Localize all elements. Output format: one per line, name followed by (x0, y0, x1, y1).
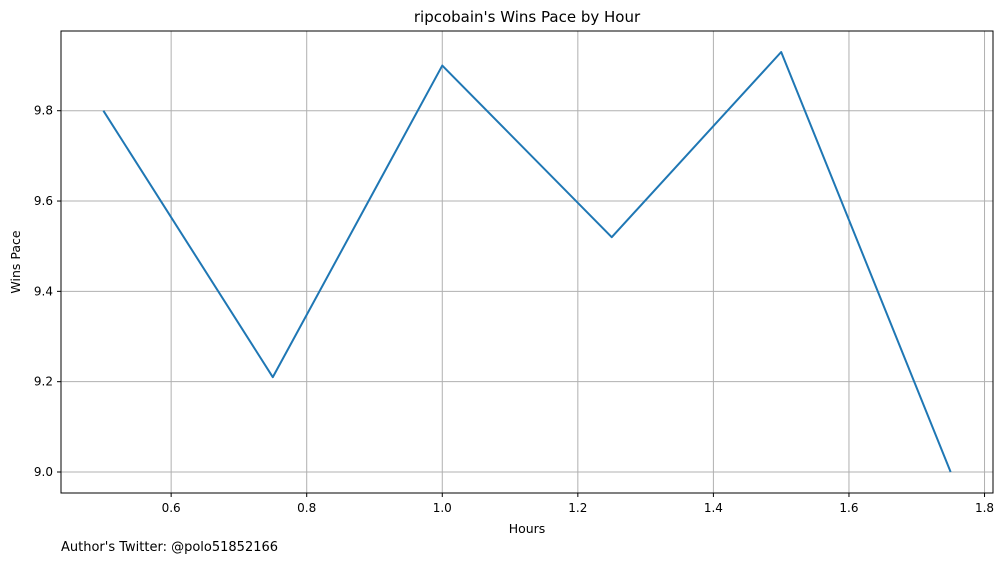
chart-title: ripcobain's Wins Pace by Hour (414, 8, 641, 26)
axis-ticks: 0.6 0.8 1.0 1.2 1.4 1.6 1.8 9.0 9.2 9.4 9.6 9.8 (34, 104, 994, 515)
y-tick-label: 9.4 (34, 284, 53, 298)
series-line (102, 51, 952, 473)
x-tick-label: 1.6 (839, 501, 858, 515)
x-tick-label: 1.2 (568, 501, 587, 515)
y-tick-label: 9.2 (34, 375, 53, 389)
y-tick-label: 9.6 (34, 194, 53, 208)
x-tick-label: 1.8 (975, 501, 994, 515)
x-tick-label: 0.6 (162, 501, 181, 515)
y-axis-label: Wins Pace (8, 230, 23, 293)
y-tick-label: 9.8 (34, 104, 53, 118)
x-tick-label: 1.4 (704, 501, 723, 515)
series (102, 51, 952, 473)
author-footnote: Author's Twitter: @polo51852166 (61, 540, 278, 555)
x-tick-label: 0.8 (297, 501, 316, 515)
grid (61, 31, 993, 493)
y-tick-label: 9.0 (34, 465, 53, 479)
plot-area (60, 30, 994, 494)
x-axis-label: Hours (509, 521, 546, 536)
x-tick-label: 1.0 (433, 501, 452, 515)
